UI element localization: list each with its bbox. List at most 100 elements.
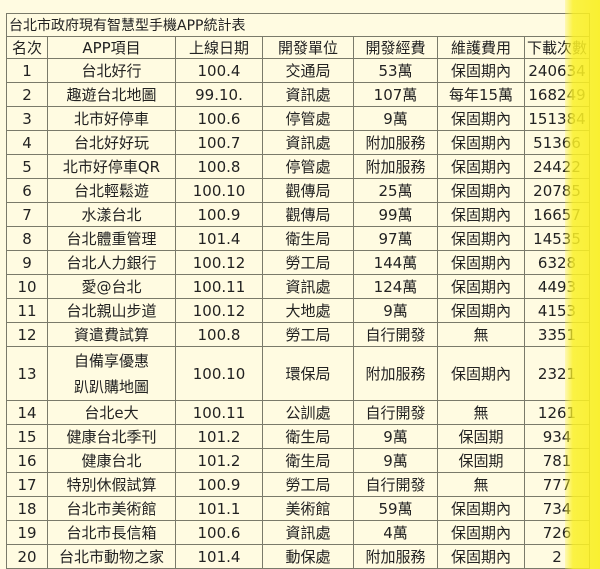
table-row: 5 北市好停車QR 100.8 停管處 附加服務 保固期內 24422 (6, 154, 591, 179)
cell-app-line: 自備享優惠 (73, 351, 149, 370)
cell-downloads: 24422 (523, 154, 591, 179)
cell-app: 台北親山步道 (47, 298, 176, 323)
cell-unit: 資訊處 (262, 82, 354, 107)
cell-rank: 20 (6, 544, 48, 569)
cell-date: 100.12 (175, 250, 263, 275)
header-row: 名次 APP項目 上線日期 開發單位 開發經費 維護費用 下載次數 (6, 36, 591, 59)
cell-cost: 自行開發 (353, 472, 438, 497)
cell-cost: 9萬 (353, 424, 438, 449)
cell-unit: 停管處 (262, 154, 354, 179)
cell-maint: 保固期 (437, 448, 525, 473)
cell-app: 北市好停車 (47, 106, 176, 131)
cell-app: 台北市美術館 (47, 496, 176, 521)
cell-cost: 53萬 (353, 58, 438, 83)
cell-downloads: 2321 (523, 346, 591, 401)
cell-app: 健康台北 (47, 448, 176, 473)
cell-app: 台北體重管理 (47, 226, 176, 251)
cell-maint: 保固期 (437, 424, 525, 449)
cell-date: 100.4 (175, 58, 263, 83)
cell-date: 100.8 (175, 154, 263, 179)
table-row: 7 水漾台北 100.9 觀傳局 99萬 保固期內 16657 (6, 202, 591, 227)
cell-downloads: 3351 (523, 322, 591, 347)
cell-rank: 6 (6, 178, 48, 203)
table-row: 2 趣遊台北地圖 99.10. 資訊處 107萬 每年15萬 168249 (6, 82, 591, 107)
cell-maint: 每年15萬 (437, 82, 525, 107)
cell-cost: 107萬 (353, 82, 438, 107)
cell-rank: 7 (6, 202, 48, 227)
cell-unit: 環保局 (262, 346, 354, 401)
cell-unit: 美術館 (262, 496, 354, 521)
cell-app: 愛@台北 (47, 274, 176, 299)
cell-cost: 9萬 (353, 298, 438, 323)
cell-maint: 保固期內 (437, 298, 525, 323)
header-unit: 開發單位 (262, 36, 354, 59)
cell-maint: 保固期內 (437, 496, 525, 521)
cell-unit: 交通局 (262, 58, 354, 83)
cell-cost: 自行開發 (353, 322, 438, 347)
cell-rank: 11 (6, 298, 48, 323)
table-row: 10 愛@台北 100.11 資訊處 124萬 保固期內 4493 (6, 274, 591, 299)
cell-downloads: 734 (523, 496, 591, 521)
table-row: 16 健康台北 101.2 衛生局 9萬 保固期 781 (6, 448, 591, 473)
cell-date: 100.6 (175, 106, 263, 131)
table-row: 15 健康台北季刊 101.2 衛生局 9萬 保固期 934 (6, 424, 591, 449)
cell-unit: 停管處 (262, 106, 354, 131)
cell-maint: 保固期內 (437, 202, 525, 227)
table-row: 12 資遣費試算 100.8 勞工局 自行開發無 3351 (6, 322, 591, 347)
cell-maint: 保固期內 (437, 106, 525, 131)
cell-maint: 保固期內 (437, 58, 525, 83)
cell-downloads: 934 (523, 424, 591, 449)
cell-date: 100.12 (175, 298, 263, 323)
cell-downloads: 2 (523, 544, 591, 569)
cell-maint: 無 (437, 400, 525, 425)
table-row: 19 台北市長信箱 100.6 資訊處 4萬 保固期內 726 (6, 520, 591, 545)
table-row: 17 特別休假試算 100.9 勞工局 自行開發無 777 (6, 472, 591, 497)
header-rank: 名次 (6, 36, 48, 59)
cell-rank: 3 (6, 106, 48, 131)
cell-cost: 附加服務 (353, 346, 438, 401)
cell-app: 台北市長信箱 (47, 520, 176, 545)
table-row: 20 台北市動物之家 101.4 動保處 附加服務 保固期內 2 (6, 544, 591, 569)
cell-date: 100.9 (175, 202, 263, 227)
cell-downloads: 20785 (523, 178, 591, 203)
cell-downloads: 777 (523, 472, 591, 497)
cell-app: 資遣費試算 (47, 322, 176, 347)
cell-downloads: 14535 (523, 226, 591, 251)
cell-cost: 97萬 (353, 226, 438, 251)
cell-date: 100.6 (175, 520, 263, 545)
cell-maint: 保固期內 (437, 250, 525, 275)
table-title: 台北市政府現有智慧型手機APP統計表 (5, 13, 591, 37)
cell-app: 水漾台北 (47, 202, 176, 227)
cell-app: 趣遊台北地圖 (47, 82, 176, 107)
cell-unit: 大地處 (262, 298, 354, 323)
cell-app: 自備享優惠趴趴購地圖 (47, 346, 176, 401)
cell-unit: 衛生局 (262, 448, 354, 473)
cell-unit: 衛生局 (262, 226, 354, 251)
cell-downloads: 726 (523, 520, 591, 545)
cell-cost: 附加服務 (353, 544, 438, 569)
cell-maint: 保固期內 (437, 154, 525, 179)
cell-cost: 99萬 (353, 202, 438, 227)
cell-app-line: 趴趴購地圖 (73, 377, 149, 396)
cell-maint: 保固期內 (437, 226, 525, 251)
cell-date: 101.4 (175, 544, 263, 569)
cell-unit: 資訊處 (262, 520, 354, 545)
table-row: 13 自備享優惠 趴趴購地圖 100.10 環保局 附加服務 保固期內 2321 (6, 346, 591, 401)
cell-unit: 資訊處 (262, 274, 354, 299)
cell-maint: 保固期內 (437, 346, 525, 401)
cell-rank: 15 (6, 424, 48, 449)
cell-app: 特別休假試算 (47, 472, 176, 497)
cell-app: 台北e大 (47, 400, 176, 425)
cell-rank: 18 (6, 496, 48, 521)
table-row: 14 台北e大 100.11 公訓處 自行開發無 1261 (6, 400, 591, 425)
table-row: 8 台北體重管理 101.4 衛生局 97萬 保固期內 14535 (6, 226, 591, 251)
cell-cost: 144萬 (353, 250, 438, 275)
cell-downloads: 168249 (523, 82, 591, 107)
cell-app: 台北好好玩 (47, 130, 176, 155)
table-row: 11 台北親山步道 100.12 大地處 9萬 保固期內 4153 (6, 298, 591, 323)
cell-rank: 2 (6, 82, 48, 107)
cell-unit: 公訓處 (262, 400, 354, 425)
cell-date: 99.10. (175, 82, 263, 107)
cell-maint: 保固期內 (437, 178, 525, 203)
cell-cost: 25萬 (353, 178, 438, 203)
